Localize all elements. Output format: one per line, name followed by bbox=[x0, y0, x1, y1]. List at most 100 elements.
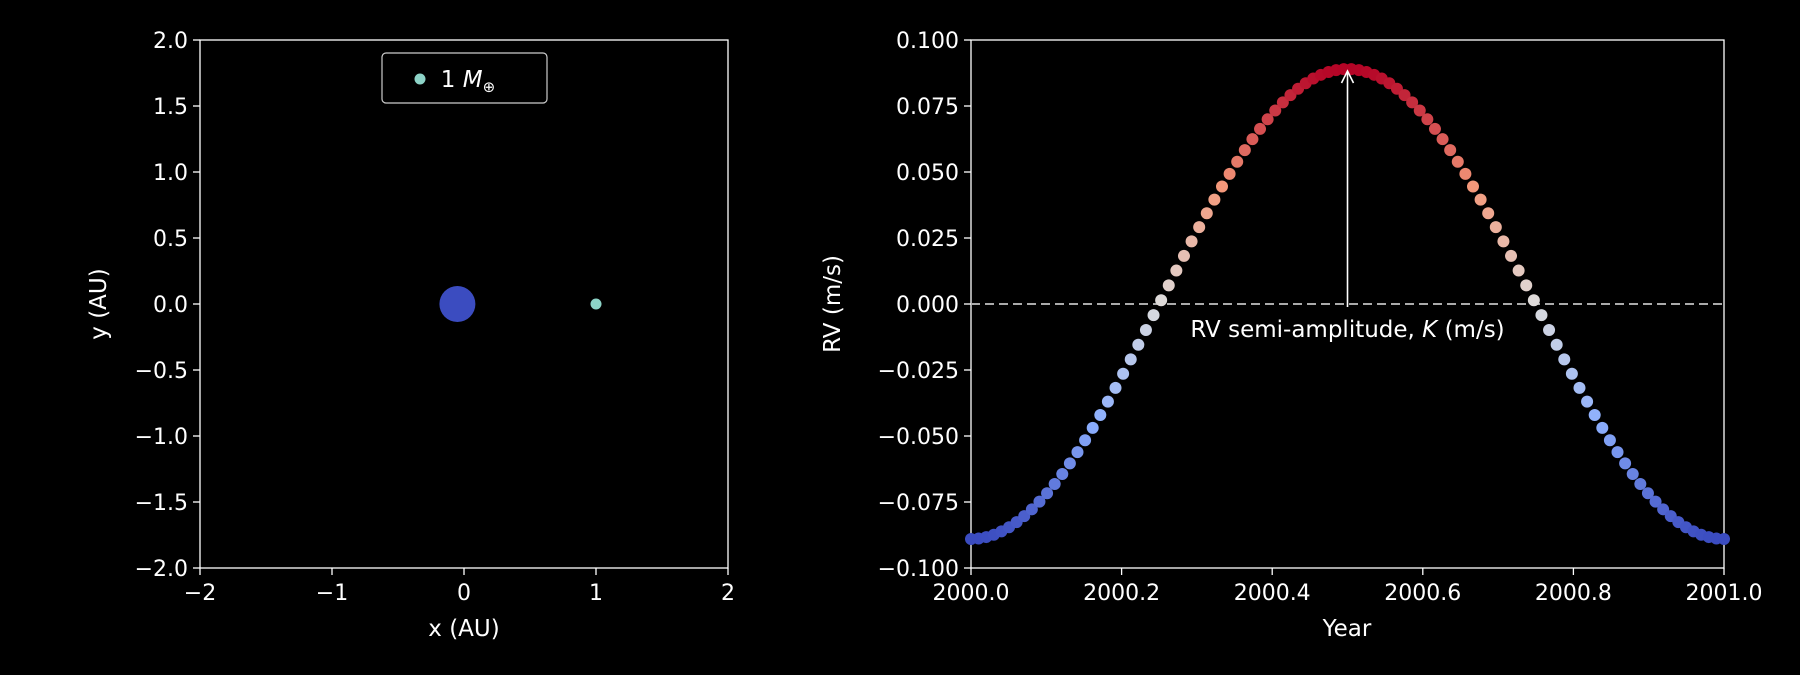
rv-data-point bbox=[1033, 495, 1046, 508]
rv-y-tick-label: 0.100 bbox=[896, 29, 959, 54]
rv-data-point bbox=[1254, 122, 1267, 135]
rv-data-point bbox=[1505, 249, 1518, 262]
rv-y-tick-label: −0.025 bbox=[878, 359, 959, 384]
rv-y-tick-label: −0.050 bbox=[878, 425, 959, 450]
star-marker bbox=[439, 286, 476, 322]
orbit-y-tick-label: 0.0 bbox=[153, 293, 188, 318]
rv-data-point bbox=[1581, 395, 1594, 408]
orbit-x-tick-label: −1 bbox=[316, 581, 348, 606]
orbit-x-tick-label: 2 bbox=[721, 581, 735, 606]
rv-x-tick-label: 2001.0 bbox=[1686, 581, 1763, 606]
rv-data-point bbox=[1063, 457, 1076, 470]
rv-data-point bbox=[1170, 264, 1183, 277]
rv-data-point bbox=[1428, 122, 1441, 135]
rv-data-point bbox=[1474, 193, 1487, 206]
rv-data-point bbox=[1459, 167, 1472, 180]
x-axis-label: Year bbox=[1322, 616, 1372, 642]
rv-data-point bbox=[1489, 221, 1502, 234]
rv-data-point bbox=[1177, 249, 1190, 262]
rv-data-point bbox=[1048, 477, 1061, 490]
rv-data-point bbox=[1094, 408, 1107, 421]
rv-data-point bbox=[1117, 367, 1130, 380]
rv-data-point bbox=[1246, 133, 1259, 146]
rv-data-point bbox=[1588, 408, 1601, 421]
legend-box bbox=[381, 52, 548, 104]
rv-data-point bbox=[1619, 457, 1632, 470]
rv-data-point bbox=[1482, 207, 1495, 220]
rv-y-tick-label: 0.025 bbox=[896, 227, 959, 252]
orbit-y-tick-label: −1.0 bbox=[135, 425, 188, 450]
orbit-y-tick-label: 1.5 bbox=[153, 95, 188, 120]
legend-label: 1 M⊕ bbox=[441, 67, 495, 96]
orbit-x-tick-label: −2 bbox=[184, 581, 216, 606]
rv-data-point bbox=[1611, 446, 1624, 459]
rv-data-point bbox=[1596, 421, 1609, 434]
rv-data-point bbox=[1520, 279, 1533, 292]
rv-data-point bbox=[1216, 180, 1228, 193]
rv-data-point bbox=[1626, 468, 1639, 481]
orbit-x-tick-label: 0 bbox=[457, 581, 471, 606]
rv-data-point bbox=[1185, 235, 1198, 248]
rv-data-point bbox=[1269, 104, 1282, 117]
rv-data-point bbox=[1109, 381, 1122, 394]
x-axis-label: x (AU) bbox=[428, 616, 499, 642]
orbit-y-tick-label: −2.0 bbox=[135, 557, 188, 582]
rv-y-tick-label: −0.075 bbox=[878, 491, 959, 516]
rv-data-point bbox=[1718, 532, 1730, 545]
rv-x-tick-label: 2000.6 bbox=[1384, 581, 1461, 606]
rv-y-tick-label: 0.000 bbox=[896, 293, 959, 318]
rv-data-point bbox=[1147, 309, 1160, 322]
rv-x-tick-label: 2000.0 bbox=[933, 581, 1010, 606]
rv-data-point bbox=[1193, 221, 1206, 234]
y-axis-label: y (AU) bbox=[86, 268, 112, 339]
rv-data-point bbox=[1238, 144, 1251, 157]
legend-marker bbox=[414, 73, 426, 85]
rv-data-point bbox=[1398, 89, 1411, 102]
rv-data-point bbox=[1162, 279, 1175, 292]
rv-data-point bbox=[1543, 324, 1556, 337]
rv-data-point bbox=[1603, 434, 1616, 447]
rv-data-point bbox=[1535, 309, 1548, 322]
orbit-y-tick-label: 0.5 bbox=[153, 227, 188, 252]
orbit-y-tick-label: −0.5 bbox=[135, 359, 188, 384]
rv-data-point bbox=[1223, 167, 1236, 180]
rv-data-point bbox=[1071, 446, 1084, 459]
rv-data-point bbox=[1497, 235, 1510, 248]
y-axis-label: RV (m/s) bbox=[820, 255, 846, 353]
rv-data-point bbox=[1079, 434, 1092, 447]
rv-data-point bbox=[1261, 113, 1274, 126]
rv-y-tick-label: −0.100 bbox=[878, 557, 959, 582]
rv-data-point bbox=[1056, 468, 1069, 481]
rv-data-point bbox=[1086, 421, 1099, 434]
rv-data-point bbox=[1413, 104, 1426, 117]
orbit-y-tick-label: 1.0 bbox=[153, 161, 188, 186]
rv-x-tick-label: 2000.4 bbox=[1234, 581, 1311, 606]
rv-data-point bbox=[1573, 381, 1586, 394]
rv-data-point bbox=[1208, 193, 1221, 206]
rv-data-point bbox=[1558, 353, 1571, 366]
rv-data-point bbox=[1634, 477, 1647, 490]
rv-data-point bbox=[1527, 294, 1540, 307]
rv-data-point bbox=[1101, 395, 1114, 408]
rv-data-point bbox=[1565, 367, 1578, 380]
rv-y-tick-label: 0.050 bbox=[896, 161, 959, 186]
rv-data-point bbox=[1041, 487, 1054, 500]
rv-data-point bbox=[1467, 180, 1479, 193]
rv-plot: 2000.0 2000.2 2000.4 2000.6 2000.8 2001.0 0.10… bbox=[820, 29, 1762, 642]
rv-data-point bbox=[1436, 133, 1449, 146]
rv-data-point bbox=[1132, 338, 1145, 351]
semi-amplitude-arrowhead bbox=[1340, 69, 1355, 84]
rv-data-point bbox=[1276, 96, 1289, 109]
rv-data-point bbox=[1124, 353, 1137, 366]
rv-data-point bbox=[1451, 155, 1464, 168]
rv-data-point bbox=[1231, 155, 1244, 168]
rv-y-tick-label: 0.075 bbox=[896, 95, 959, 120]
rv-data-point bbox=[1444, 144, 1457, 157]
legend: 1 M⊕ bbox=[381, 52, 548, 104]
planet-marker bbox=[590, 298, 602, 310]
rv-x-tick-label: 2000.8 bbox=[1535, 581, 1612, 606]
orbit-plot: −2 −1 0 1 2 2.0 1.5 1.0 0.5 0.0 −0.5 −1.0 −1.5 −2.0 1… bbox=[86, 29, 735, 642]
rv-data-point bbox=[1421, 113, 1434, 126]
rv-x-tick-label: 2000.2 bbox=[1083, 581, 1160, 606]
